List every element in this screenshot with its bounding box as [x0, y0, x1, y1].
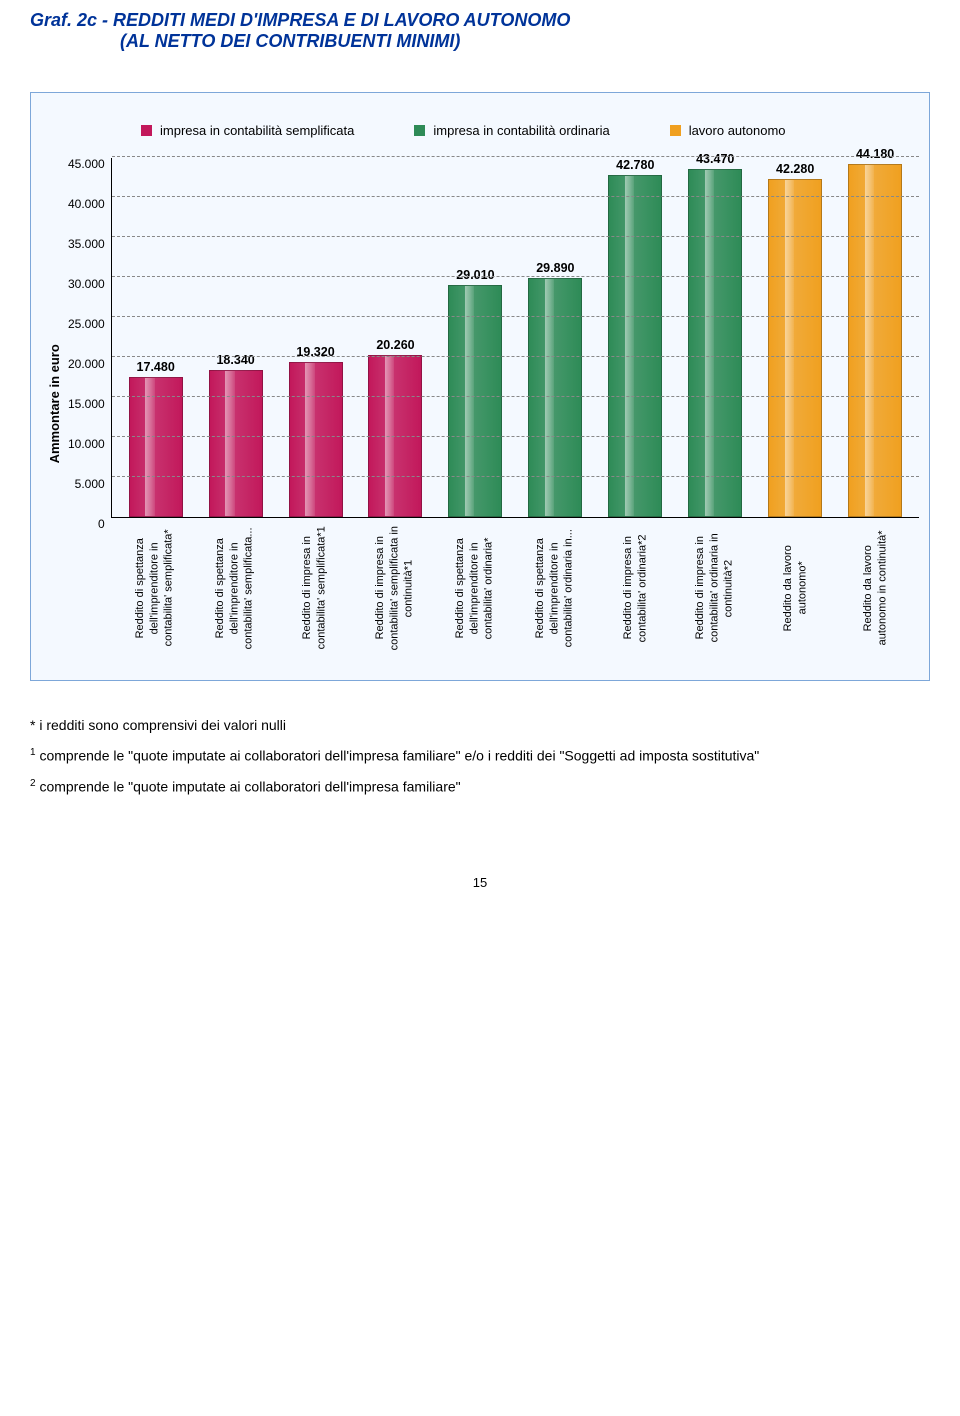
gridline — [112, 436, 919, 437]
chart-container: impresa in contabilità semplificata impre… — [30, 92, 930, 681]
footnote-asterisk: * i redditi sono comprensivi dei valori … — [30, 717, 930, 733]
y-axis-ticks: 45.00040.00035.00030.00025.00020.00015.0… — [68, 158, 111, 518]
bar-shine — [785, 180, 794, 516]
x-axis-label-text: Reddito di spettanzadell'imprenditore in… — [453, 526, 496, 650]
x-axis-label: Reddito di impresa incontabilita' ordina… — [595, 526, 675, 650]
bar-value-label: 19.320 — [296, 345, 334, 359]
x-axis-label-text: Reddito di spettanzadell'imprenditore in… — [533, 526, 576, 650]
document-page: Graf. 2c - REDDITI MEDI D'IMPRESA E DI L… — [0, 0, 960, 930]
chart-grid: 45.00040.00035.00030.00025.00020.00015.0… — [68, 158, 919, 650]
bar — [688, 169, 742, 517]
y-axis-label: Ammontare in euro — [41, 158, 68, 650]
plot-area: 17.48018.34019.32020.26029.01029.89042.7… — [111, 158, 919, 518]
x-axis-label-text: Reddito di spettanzadell'imprenditore in… — [133, 526, 176, 650]
x-axis-label: Reddito da lavoroautonomo* — [755, 526, 835, 650]
bar-value-label: 29.010 — [456, 268, 494, 282]
bar-shine — [145, 378, 154, 516]
bar-value-label: 29.890 — [536, 261, 574, 275]
x-axis-label: Reddito di impresa incontabilita' sempli… — [355, 526, 435, 650]
footnote-2-text: comprende le "quote imputate ai collabor… — [36, 779, 461, 795]
gridline — [112, 196, 919, 197]
bar-slot: 29.890 — [515, 261, 595, 517]
gridline — [112, 356, 919, 357]
bar — [528, 278, 582, 517]
x-axis-label: Reddito di spettanzadell'imprenditore in… — [115, 526, 195, 650]
gridline — [112, 236, 919, 237]
x-axis-label-text: Reddito di impresa incontabilita' ordina… — [621, 526, 650, 650]
bar — [209, 370, 263, 517]
bar-shine — [865, 165, 874, 516]
chart-body: Ammontare in euro 45.00040.00035.00030.0… — [41, 158, 919, 650]
legend-label: impresa in contabilità ordinaria — [433, 123, 609, 138]
bars-layer: 17.48018.34019.32020.26029.01029.89042.7… — [112, 158, 919, 517]
bar-shine — [625, 176, 634, 516]
bar-shine — [225, 371, 234, 516]
bar-slot: 20.260 — [356, 338, 436, 517]
footnotes: * i redditi sono comprensivi dei valori … — [30, 717, 930, 794]
legend-item: impresa in contabilità semplificata — [141, 123, 354, 138]
footnote-1: 1 comprende le "quote imputate ai collab… — [30, 747, 930, 764]
gridline — [112, 156, 919, 157]
x-axis-label: Reddito di impresa incontabilita' ordina… — [675, 526, 755, 650]
bar-shine — [305, 363, 314, 516]
bar-value-label: 43.470 — [696, 152, 734, 166]
legend-swatch — [414, 125, 425, 136]
gridline — [112, 316, 919, 317]
x-axis-label: Reddito di spettanzadell'imprenditore in… — [515, 526, 595, 650]
legend-swatch — [670, 125, 681, 136]
bar-value-label: 17.480 — [137, 360, 175, 374]
x-axis-label-text: Reddito da lavoroautonomo* — [781, 526, 810, 650]
x-axis-label: Reddito da lavoroautonomo in continuità* — [835, 526, 915, 650]
page-number: 15 — [30, 875, 930, 890]
bar-slot: 17.480 — [116, 360, 196, 517]
bar — [129, 377, 183, 517]
bar-value-label: 42.780 — [616, 158, 654, 172]
x-axis-label: Reddito di spettanzadell'imprenditore in… — [195, 526, 275, 650]
x-axis-label: Reddito di spettanzadell'imprenditore in… — [435, 526, 515, 650]
bar — [848, 164, 902, 517]
bar — [289, 362, 343, 517]
x-axis-label-text: Reddito di impresa incontabilita' sempli… — [300, 526, 329, 650]
bar-slot: 43.470 — [675, 152, 755, 517]
footnote-2: 2 comprende le "quote imputate ai collab… — [30, 778, 930, 795]
bar-value-label: 44.180 — [856, 147, 894, 161]
footnote-1-text: comprende le "quote imputate ai collabor… — [36, 748, 760, 764]
bar-shine — [465, 286, 474, 516]
gridline — [112, 396, 919, 397]
chart-title-block: Graf. 2c - REDDITI MEDI D'IMPRESA E DI L… — [30, 10, 930, 52]
x-axis-labels: Reddito di spettanzadell'imprenditore in… — [111, 518, 919, 650]
bar-slot: 42.280 — [755, 162, 835, 517]
bar — [448, 285, 502, 517]
chart-title-line2: (AL NETTO DEI CONTRIBUENTI MINIMI) — [120, 31, 930, 52]
bar-shine — [705, 170, 714, 516]
legend-label: impresa in contabilità semplificata — [160, 123, 354, 138]
x-axis-label-text: Reddito di impresa incontabilita' sempli… — [373, 526, 416, 650]
chart-legend: impresa in contabilità semplificata impre… — [141, 123, 919, 138]
x-axis-label-text: Reddito di impresa incontabilita' ordina… — [693, 526, 736, 650]
bar — [768, 179, 822, 517]
x-axis-label-text: Reddito da lavoroautonomo in continuità* — [861, 526, 890, 650]
bar-slot: 44.180 — [835, 147, 915, 517]
bar-slot: 42.780 — [595, 158, 675, 517]
x-axis-label-text: Reddito di spettanzadell'imprenditore in… — [213, 526, 256, 650]
bar-shine — [545, 279, 554, 516]
bar-slot: 19.320 — [276, 345, 356, 517]
plot-and-xaxis: 17.48018.34019.32020.26029.01029.89042.7… — [111, 158, 919, 650]
legend-item: lavoro autonomo — [670, 123, 786, 138]
bar-value-label: 42.280 — [776, 162, 814, 176]
gridline — [112, 276, 919, 277]
bar — [608, 175, 662, 517]
legend-swatch — [141, 125, 152, 136]
legend-label: lavoro autonomo — [689, 123, 786, 138]
bar-value-label: 20.260 — [376, 338, 414, 352]
chart-title-line1: Graf. 2c - REDDITI MEDI D'IMPRESA E DI L… — [30, 10, 930, 31]
bar-slot: 29.010 — [435, 268, 515, 517]
gridline — [112, 476, 919, 477]
x-axis-label: Reddito di impresa incontabilita' sempli… — [275, 526, 355, 650]
legend-item: impresa in contabilità ordinaria — [414, 123, 609, 138]
